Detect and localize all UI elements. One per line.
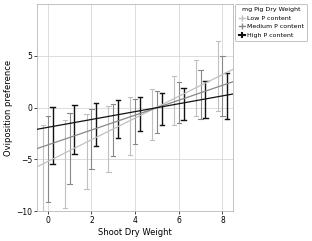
Legend: Low P content, Medium P content, High P content: Low P content, Medium P content, High P … [235, 4, 307, 41]
X-axis label: Shoot Dry Weight: Shoot Dry Weight [98, 228, 172, 237]
Y-axis label: Oviposition preference: Oviposition preference [4, 60, 13, 156]
